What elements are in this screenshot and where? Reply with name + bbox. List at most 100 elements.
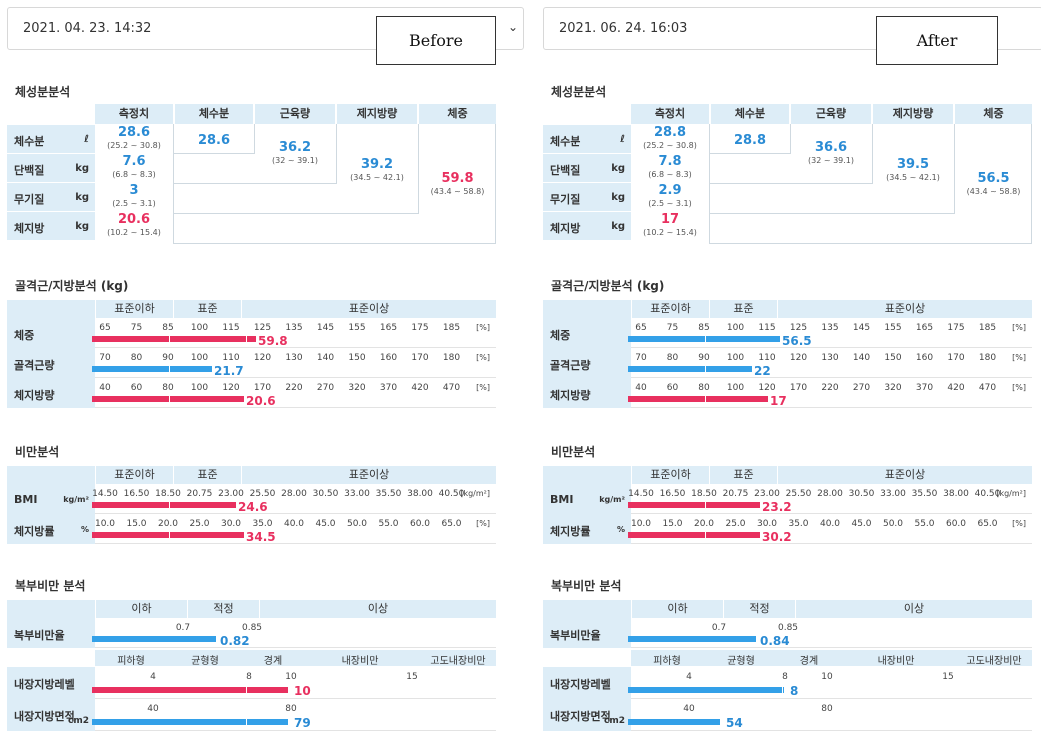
grid-header: 이하 (95, 600, 187, 618)
tick-label: 55.0 (914, 519, 935, 529)
tick-label: 470 (442, 383, 461, 393)
grid-header: 표준이상 (777, 300, 1032, 318)
bar-value: 24.6 (238, 500, 268, 514)
bar-row: 골격근량 70 80 90 100 110 120 130 140 150 160 170 180 [%]… (543, 348, 1032, 378)
range: (10.2 ~ 15.4) (107, 228, 161, 237)
subheader-label: 경계 (263, 656, 283, 667)
value-bar (92, 396, 244, 402)
composition-header: 체수분 (711, 104, 789, 124)
tick-label: 40.50 (438, 489, 465, 499)
tick-label: 170 (947, 353, 965, 363)
row-unit: cm2 (604, 716, 625, 726)
water-value: 28.6 (175, 134, 253, 148)
value: 7.8 (658, 154, 682, 169)
range: (34.5 ~ 42.1) (350, 173, 404, 182)
tick-label: 33.00 (880, 489, 906, 499)
value-bar (628, 636, 756, 642)
tick-label: 28.00 (817, 489, 843, 499)
tick-label: 140 (316, 353, 335, 363)
subheader-label: 내장비만 (341, 656, 379, 667)
bar-divider (705, 532, 706, 538)
bar-row-label: 복부비만율 (543, 618, 631, 648)
subheader-label: 피하형 (117, 656, 145, 667)
tick-label: 170 (411, 353, 429, 363)
muscle_fat-title: 골격근/지방분석 (kg) (551, 279, 665, 293)
ratio-row: 복부비만율 0.7 0.85 0.82 (7, 618, 496, 648)
tick-label: 420 (947, 383, 965, 393)
row-name: 체지방 (14, 222, 45, 235)
tick-label: 100 (726, 323, 745, 333)
value: 59.8 (441, 171, 474, 186)
tick-label: 30.50 (312, 489, 339, 499)
row-name: 체지방률 (550, 525, 591, 538)
value: 28.8 (653, 125, 687, 140)
unit-label: [kg/m²] (460, 489, 490, 498)
row-name: 체지방률 (14, 525, 55, 538)
weight-value: 56.5 (43.4 ~ 58.8) (955, 172, 1032, 197)
tick-label: 370 (915, 383, 934, 393)
tick-label: 420 (411, 383, 429, 393)
tick-label: 135 (285, 323, 303, 333)
tick-label: 100 (726, 353, 745, 363)
bar-row-label: 내장지방레벨 (543, 667, 631, 699)
composition-table: 측정치 체수분 근육량 제지방량 체중 체수분 ℓ 28.8 (25.2 ~ 30.8) 단백질 k… (543, 104, 1032, 244)
tick-label: 14.50 (628, 489, 654, 499)
muscle_fat-grid: 표준이하 표준 표준이상 체중 65 75 85 100 115 125 135 145 155 165 1… (7, 300, 496, 408)
unit-label: [%] (1012, 519, 1026, 528)
tick-label: 35.50 (911, 489, 938, 499)
muscle_fat-title: 골격근/지방분석 (kg) (15, 279, 129, 293)
tick-label: 80 (821, 704, 833, 714)
abdominal-title: 복부비만 분석 (15, 579, 86, 593)
tick-label: 18.50 (691, 489, 717, 499)
grid-header: 표준 (709, 466, 777, 484)
tick-label: 35.0 (252, 519, 273, 529)
grid-header-blank (543, 466, 631, 484)
subheader-label: 균형형 (727, 656, 755, 667)
row-unit: kg (75, 163, 89, 174)
bar-divider (705, 502, 706, 508)
bar-row: 체지방량 40 60 80 100 120 170 220 270 320 370 420 470 [%]… (7, 378, 496, 408)
tick-label: 145 (316, 323, 335, 333)
tick-label: 4 (150, 672, 156, 682)
value-bar (628, 336, 780, 342)
chevron-down-icon[interactable]: ⌄ (507, 20, 518, 34)
unit-label: [%] (476, 323, 490, 332)
row-name: 복부비만율 (14, 629, 65, 642)
bar-divider (782, 687, 783, 693)
value: 39.5 (896, 157, 930, 172)
tick-label: 60 (130, 383, 143, 393)
bar-row-label: 골격근량 (7, 348, 95, 378)
abdominal-grid: 이하 적정 이상 복부비만율 0.7 0.85 0.82 피하형 균형형 경계 내장비만 고도내장비만… (7, 600, 496, 732)
composition-header: 근육량 (255, 104, 335, 124)
value: 28.6 (117, 125, 151, 140)
row-name: 체중 (14, 329, 35, 342)
tick-label: 140 (852, 353, 871, 363)
tick-label: 80 (285, 704, 297, 714)
value-bar (92, 719, 288, 725)
range: (43.4 ~ 58.8) (966, 187, 1021, 196)
bar-row-label: 체중 (543, 318, 631, 348)
bar-row-label: 골격근량 (543, 348, 631, 378)
tick-label: 0.85 (777, 623, 799, 633)
tick-label: 80 (698, 383, 710, 393)
value-bar (92, 336, 256, 342)
tick-label: 185 (978, 323, 997, 333)
grid-header: 이하 (631, 600, 723, 618)
tick-label: 40.50 (974, 489, 1001, 499)
tick-label: 65 (99, 323, 111, 333)
tick-label: 185 (442, 323, 461, 333)
tick-label: 0.7 (711, 623, 727, 633)
range: (25.2 ~ 30.8) (107, 141, 161, 150)
tick-label: 115 (758, 323, 776, 333)
tick-label: 110 (758, 353, 776, 363)
row-name: 무기질 (550, 193, 581, 206)
grid-header: 이상 (795, 600, 1032, 618)
tick-label: 150 (884, 353, 902, 363)
tick-label: 70 (99, 353, 111, 363)
tick-label: 75 (130, 323, 143, 333)
tick-label: 25.0 (725, 519, 746, 529)
bar-row-label: 체지방량 (7, 378, 95, 408)
composition-header: 측정치 (631, 104, 709, 124)
tick-label: 80 (130, 353, 143, 363)
row-name: 내장지방레벨 (550, 678, 611, 691)
